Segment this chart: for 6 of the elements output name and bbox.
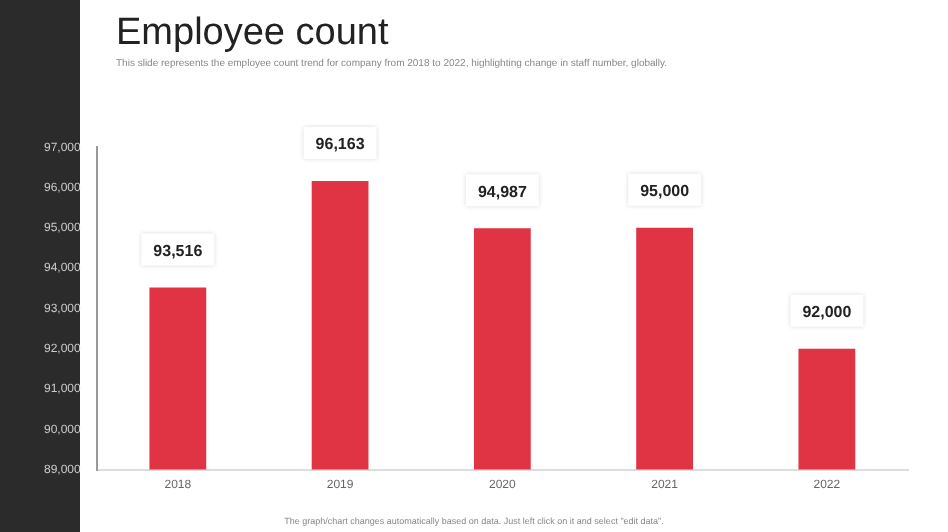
data-label: 93,516: [153, 242, 204, 261]
data-label: 92,000: [802, 303, 853, 322]
data-label: 96,163: [315, 135, 366, 154]
data-label: 95,000: [640, 182, 691, 201]
chart-title: Employee count: [116, 12, 389, 56]
data-label: 94,987: [477, 182, 528, 201]
